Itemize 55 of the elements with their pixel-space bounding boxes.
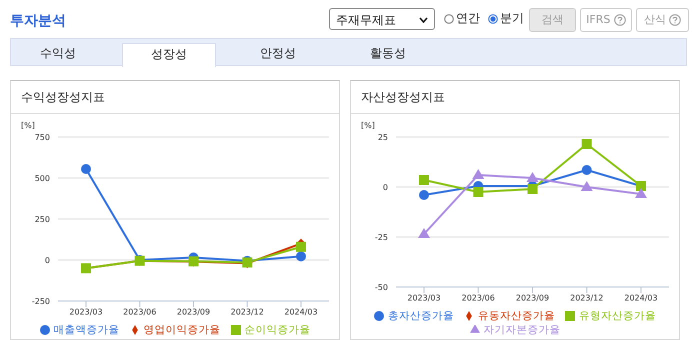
text: 활동성 <box>369 45 407 62</box>
x-tick-label: 2023/09 <box>176 308 210 317</box>
point <box>635 188 647 198</box>
y-tick-label: 0 <box>382 182 388 192</box>
point <box>582 165 592 175</box>
text: 수익성 <box>39 45 77 62</box>
point <box>473 187 484 197</box>
legend-label: 유동자산증가율 <box>478 310 555 322</box>
x-tick-label: 2023/03 <box>69 308 103 317</box>
text: 투자분석 <box>10 12 66 30</box>
text: 주재무제표 <box>329 8 435 30</box>
legend-label: 자기자본증가율 <box>484 324 560 336</box>
point <box>472 169 484 179</box>
x-tick-label: 2023/12 <box>570 294 604 303</box>
point <box>582 139 592 149</box>
x-tick-label: 2023/06 <box>123 308 156 317</box>
legend-label: 유형자산증가율 <box>579 310 656 322</box>
text: 산식 <box>636 8 689 32</box>
point <box>418 228 430 238</box>
point <box>526 172 538 182</box>
y-axis-title: [%] <box>21 121 35 130</box>
y-tick-label: -50 <box>374 282 388 292</box>
text: 분기 <box>500 10 524 27</box>
point <box>296 251 306 262</box>
y-tick-label: -25 <box>374 232 388 242</box>
point <box>528 184 538 194</box>
legend-label: 매출액증가율 <box>54 324 120 336</box>
chart-title: 자산성장성지표 <box>351 81 679 114</box>
text: 검색 <box>529 8 576 32</box>
point <box>81 164 91 174</box>
y-tick-label: 250 <box>34 214 50 224</box>
text: IFRS <box>580 8 632 32</box>
legend-label: 영업이익증가율 <box>144 324 220 336</box>
point <box>580 181 593 191</box>
point <box>296 242 306 252</box>
text: 성장성 <box>122 43 216 67</box>
y-axis-title: [%] <box>361 121 375 130</box>
y-tick-label: -250 <box>32 296 50 306</box>
x-tick-label: 2023/06 <box>462 294 495 303</box>
y-tick-label: 0 <box>44 256 50 265</box>
legend-label: 순이익증가율 <box>244 324 310 336</box>
y-tick-label: 500 <box>34 174 50 183</box>
point <box>419 190 429 200</box>
point <box>419 175 429 185</box>
x-tick-label: 2023/09 <box>516 294 550 303</box>
text: 연간 <box>456 10 480 27</box>
x-tick-label: 2024/03 <box>284 308 318 317</box>
chart-title: 수익성장성지표 <box>11 81 339 114</box>
x-tick-label: 2023/12 <box>230 308 264 317</box>
y-tick-label: 750 <box>34 132 50 142</box>
x-tick-label: 2023/03 <box>407 294 441 303</box>
legend-label: 총자산증가율 <box>388 310 454 322</box>
x-tick-label: 2024/03 <box>624 294 658 303</box>
text: 안정성 <box>259 45 297 62</box>
y-tick-label: 25 <box>378 132 388 142</box>
